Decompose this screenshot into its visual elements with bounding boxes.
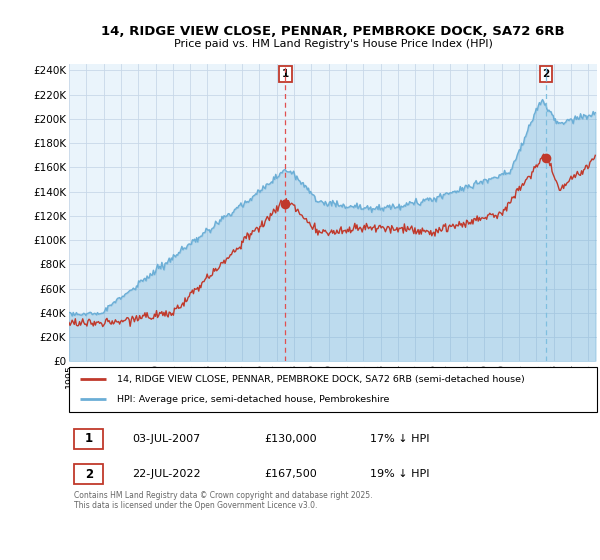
Text: 1: 1 [85, 432, 93, 445]
Text: 19% ↓ HPI: 19% ↓ HPI [370, 469, 430, 479]
Text: £167,500: £167,500 [265, 469, 317, 479]
Text: 1: 1 [282, 69, 289, 79]
Text: 14, RIDGE VIEW CLOSE, PENNAR, PEMBROKE DOCK, SA72 6RB (semi-detached house): 14, RIDGE VIEW CLOSE, PENNAR, PEMBROKE D… [116, 375, 524, 384]
Text: 14, RIDGE VIEW CLOSE, PENNAR, PEMBROKE DOCK, SA72 6RB: 14, RIDGE VIEW CLOSE, PENNAR, PEMBROKE D… [101, 25, 565, 38]
Text: HPI: Average price, semi-detached house, Pembrokeshire: HPI: Average price, semi-detached house,… [116, 395, 389, 404]
Text: 17% ↓ HPI: 17% ↓ HPI [370, 434, 430, 444]
Text: 03-JUL-2007: 03-JUL-2007 [133, 434, 200, 444]
Text: Contains HM Land Registry data © Crown copyright and database right 2025.
This d: Contains HM Land Registry data © Crown c… [74, 491, 373, 510]
Text: £130,000: £130,000 [265, 434, 317, 444]
Text: 2: 2 [85, 468, 93, 480]
FancyBboxPatch shape [69, 367, 597, 412]
FancyBboxPatch shape [74, 464, 103, 484]
FancyBboxPatch shape [74, 429, 103, 449]
Text: 22-JUL-2022: 22-JUL-2022 [133, 469, 201, 479]
Text: Price paid vs. HM Land Registry's House Price Index (HPI): Price paid vs. HM Land Registry's House … [173, 39, 493, 49]
Text: 2: 2 [542, 69, 550, 79]
